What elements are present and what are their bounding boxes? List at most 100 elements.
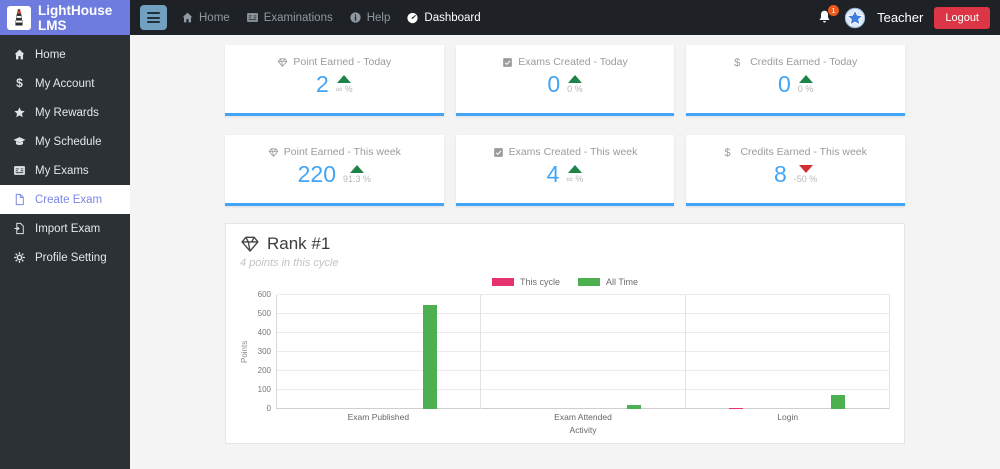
y-axis-title: Points	[240, 340, 249, 364]
notifications-bell-icon[interactable]: 1	[816, 5, 840, 26]
user-name: Teacher	[877, 10, 924, 25]
top-navbar: Home Examinations Help Dashboard 1 Teacher …	[130, 0, 1000, 35]
bar-all-time-exam-attended	[626, 405, 641, 409]
brand-name: LightHouse LMS	[38, 2, 113, 33]
stat-card-exams-created-this-week: Exams Created - This week 4 ∞ %	[455, 135, 675, 206]
rank-title: Rank #1	[267, 234, 331, 253]
triangle-down-icon	[798, 165, 813, 173]
stat-card-title: Point Earned - Today	[225, 56, 444, 68]
sidebar-toggle-button[interactable]	[140, 5, 167, 30]
nav-item-dashboard[interactable]: Dashboard	[406, 11, 481, 24]
nav-item-home[interactable]: Home	[181, 11, 230, 24]
y-tick-label: 600	[257, 290, 271, 299]
rank-panel: Rank #1 4 points in this cycle This cycl…	[225, 223, 905, 444]
bar-slot	[787, 295, 889, 409]
stat-card-title-text: Credits Earned - This week	[740, 146, 867, 158]
triangle-up-icon	[350, 165, 365, 173]
gridline	[277, 389, 890, 391]
gear-icon	[13, 251, 26, 264]
stat-card-change: 0 %	[797, 75, 814, 94]
bar-slot	[686, 295, 788, 409]
gem-icon	[268, 147, 279, 158]
y-tick-label: 300	[257, 347, 271, 356]
body-row: Home $ My Account My Rewards My Schedule My E…	[0, 35, 1000, 469]
stat-card-value: 0	[547, 71, 561, 97]
bar-group-login	[686, 295, 890, 409]
stat-card-change-text: ∞ %	[335, 84, 353, 94]
help-icon	[349, 11, 362, 24]
triangle-up-icon	[337, 75, 352, 83]
bar-all-time-login	[831, 394, 846, 409]
triangle-up-icon	[567, 75, 582, 83]
logout-button[interactable]: Logout	[934, 6, 990, 29]
nav-items: Home Examinations Help Dashboard	[181, 11, 481, 24]
exam-card-icon	[13, 164, 26, 177]
stat-card-value: 4	[546, 161, 560, 187]
x-tick-label-exam-attended: Exam Attended	[554, 412, 612, 422]
examinations-icon	[246, 11, 259, 24]
stat-card-title-text: Exams Created - Today	[518, 56, 628, 68]
stat-card-title: Exams Created - Today	[456, 56, 675, 68]
dollar-icon: $	[734, 56, 741, 69]
notification-count-badge: 1	[828, 5, 840, 16]
stat-card-point-earned-this-week: Point Earned - This week 220 91.3 %	[225, 135, 444, 206]
sidebar-item-label: Create Exam	[35, 193, 103, 206]
gem-icon	[240, 234, 260, 254]
file-icon	[13, 193, 26, 206]
home-icon	[181, 11, 194, 24]
gridline	[277, 370, 890, 372]
stat-card-change-text: 0 %	[797, 84, 814, 94]
stat-card-change-text: 91.3 %	[343, 174, 372, 184]
sidebar-item-import-exam[interactable]: Import Exam	[0, 214, 130, 243]
sidebar-item-profile-setting[interactable]: Profile Setting	[0, 243, 130, 272]
legend-item-all-time[interactable]: All Time	[578, 277, 638, 287]
gridline	[277, 313, 890, 314]
legend-label: All Time	[606, 277, 639, 287]
gem-icon	[277, 57, 288, 68]
sidebar-item-my-schedule[interactable]: My Schedule	[0, 127, 130, 156]
sidebar-item-my-rewards[interactable]: My Rewards	[0, 98, 130, 127]
nav-right: 1 Teacher Logout	[816, 5, 990, 29]
sidebar-item-my-exams[interactable]: My Exams	[0, 156, 130, 185]
bar-groups	[277, 295, 890, 409]
lighthouse-logo-icon	[7, 5, 31, 30]
check-square-icon	[493, 147, 504, 158]
sidebar-item-label: Profile Setting	[35, 251, 107, 264]
nav-item-help[interactable]: Help	[349, 11, 390, 24]
x-axis-title: Activity	[569, 425, 597, 435]
gridline	[277, 294, 890, 295]
main-content: Point Earned - Today 2 ∞ % Exams Created - …	[130, 35, 1000, 469]
bar-slot	[583, 295, 685, 409]
stat-card-title-text: Exams Created - This week	[508, 146, 638, 158]
nav-item-examinations[interactable]: Examinations	[246, 11, 333, 24]
x-tick-label-login: Login	[777, 412, 799, 422]
legend-item-this-cycle[interactable]: This cycle	[491, 277, 560, 287]
sidebar-item-home[interactable]: Home	[0, 40, 130, 69]
top-header: LightHouse LMS Home Examinations Help Dashb…	[0, 0, 1000, 35]
bar-slot	[277, 295, 379, 409]
stat-card-title-text: Point Earned - Today	[293, 56, 392, 68]
stat-card-change: ∞ %	[566, 165, 583, 184]
brand: LightHouse LMS	[0, 0, 130, 35]
chart-plot	[276, 294, 890, 409]
check-square-icon	[502, 57, 513, 68]
stat-card-exams-created-today: Exams Created - Today 0 0 %	[455, 45, 675, 116]
stat-card-title: Point Earned - This week	[225, 146, 444, 158]
user-avatar[interactable]	[844, 7, 866, 29]
bar-group-exam-attended	[481, 295, 686, 409]
nav-item-label: Examinations	[263, 11, 333, 24]
legend-label: This cycle	[519, 277, 560, 287]
sidebar-item-my-account[interactable]: $ My Account	[0, 69, 130, 98]
stat-cards: Point Earned - Today 2 ∞ % Exams Created - …	[225, 45, 905, 206]
bar-all-time-exam-published	[422, 304, 437, 409]
y-tick-label: 0	[266, 404, 271, 413]
stat-card-title-text: Point Earned - This week	[283, 146, 401, 158]
dashboard-icon	[406, 11, 419, 24]
sidebar-item-create-exam[interactable]: Create Exam	[0, 185, 130, 214]
sidebar-item-label: Home	[35, 48, 66, 61]
graduation-cap-icon	[13, 135, 26, 148]
stat-card-change: 91.3 %	[343, 165, 371, 184]
legend-swatch	[578, 278, 600, 286]
stat-card-change: ∞ %	[336, 75, 353, 94]
